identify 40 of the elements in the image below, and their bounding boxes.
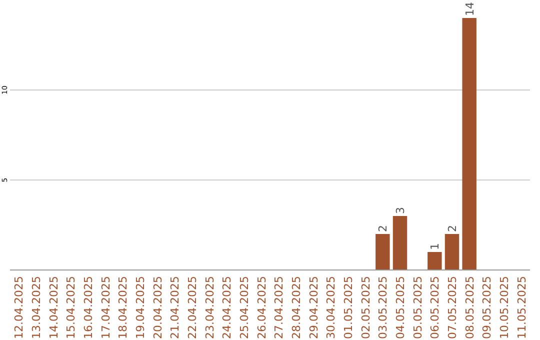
x-tick-label: 23.04.2025 [203,276,216,339]
bar [392,216,408,270]
x-tick-label: 05.05.2025 [411,276,424,339]
x-tick-label: 16.04.2025 [82,276,95,339]
bar [428,252,442,270]
x-tick-label: 01.05.2025 [342,276,355,339]
x-tick-label: 12.04.2025 [12,276,26,339]
x-tick-label: 20.04.2025 [151,276,164,339]
x-tick-label: 03.05.2025 [376,276,390,339]
data-label: 14 [463,2,476,16]
x-tick-label: 13.04.2025 [30,276,43,339]
data-label: 2 [446,225,459,232]
x-tick-label: 24.04.2025 [220,276,234,339]
bar [444,234,460,270]
x-tick-label: 11.05.2025 [515,276,528,339]
x-tick-label: 22.04.2025 [186,276,199,339]
x-tick-label: 17.04.2025 [99,276,112,339]
x-tick-label: 18.04.2025 [116,276,130,339]
x-tick-label: 25.04.2025 [238,276,251,339]
x-tick-label: 15.04.2025 [64,276,78,339]
data-label: 1 [428,243,442,250]
bar [376,234,390,270]
x-tick-label: 14.04.2025 [47,276,60,339]
x-tick-label: 06.05.2025 [428,276,442,339]
x-tick-label: 09.05.2025 [480,276,494,339]
x-tick-label: 21.04.2025 [168,276,182,339]
x-tick-label: 10.05.2025 [498,276,511,339]
x-tick-label: 29.04.2025 [307,276,320,339]
x-tick-label: 19.04.2025 [134,276,147,339]
x-tick-label: 30.04.2025 [324,276,338,339]
x-tick-label: 26.04.2025 [255,276,268,339]
bar [462,18,476,270]
x-tick-label: 02.05.2025 [359,276,372,339]
x-tick-label: 04.05.2025 [394,276,407,339]
data-label: 2 [376,225,390,232]
x-tick-label: 07.05.2025 [446,276,459,339]
x-tick-label: 08.05.2025 [463,276,476,339]
x-tick-label: 28.04.2025 [290,276,303,339]
data-label: 3 [394,207,407,214]
x-tick-label: 27.04.2025 [272,276,286,339]
